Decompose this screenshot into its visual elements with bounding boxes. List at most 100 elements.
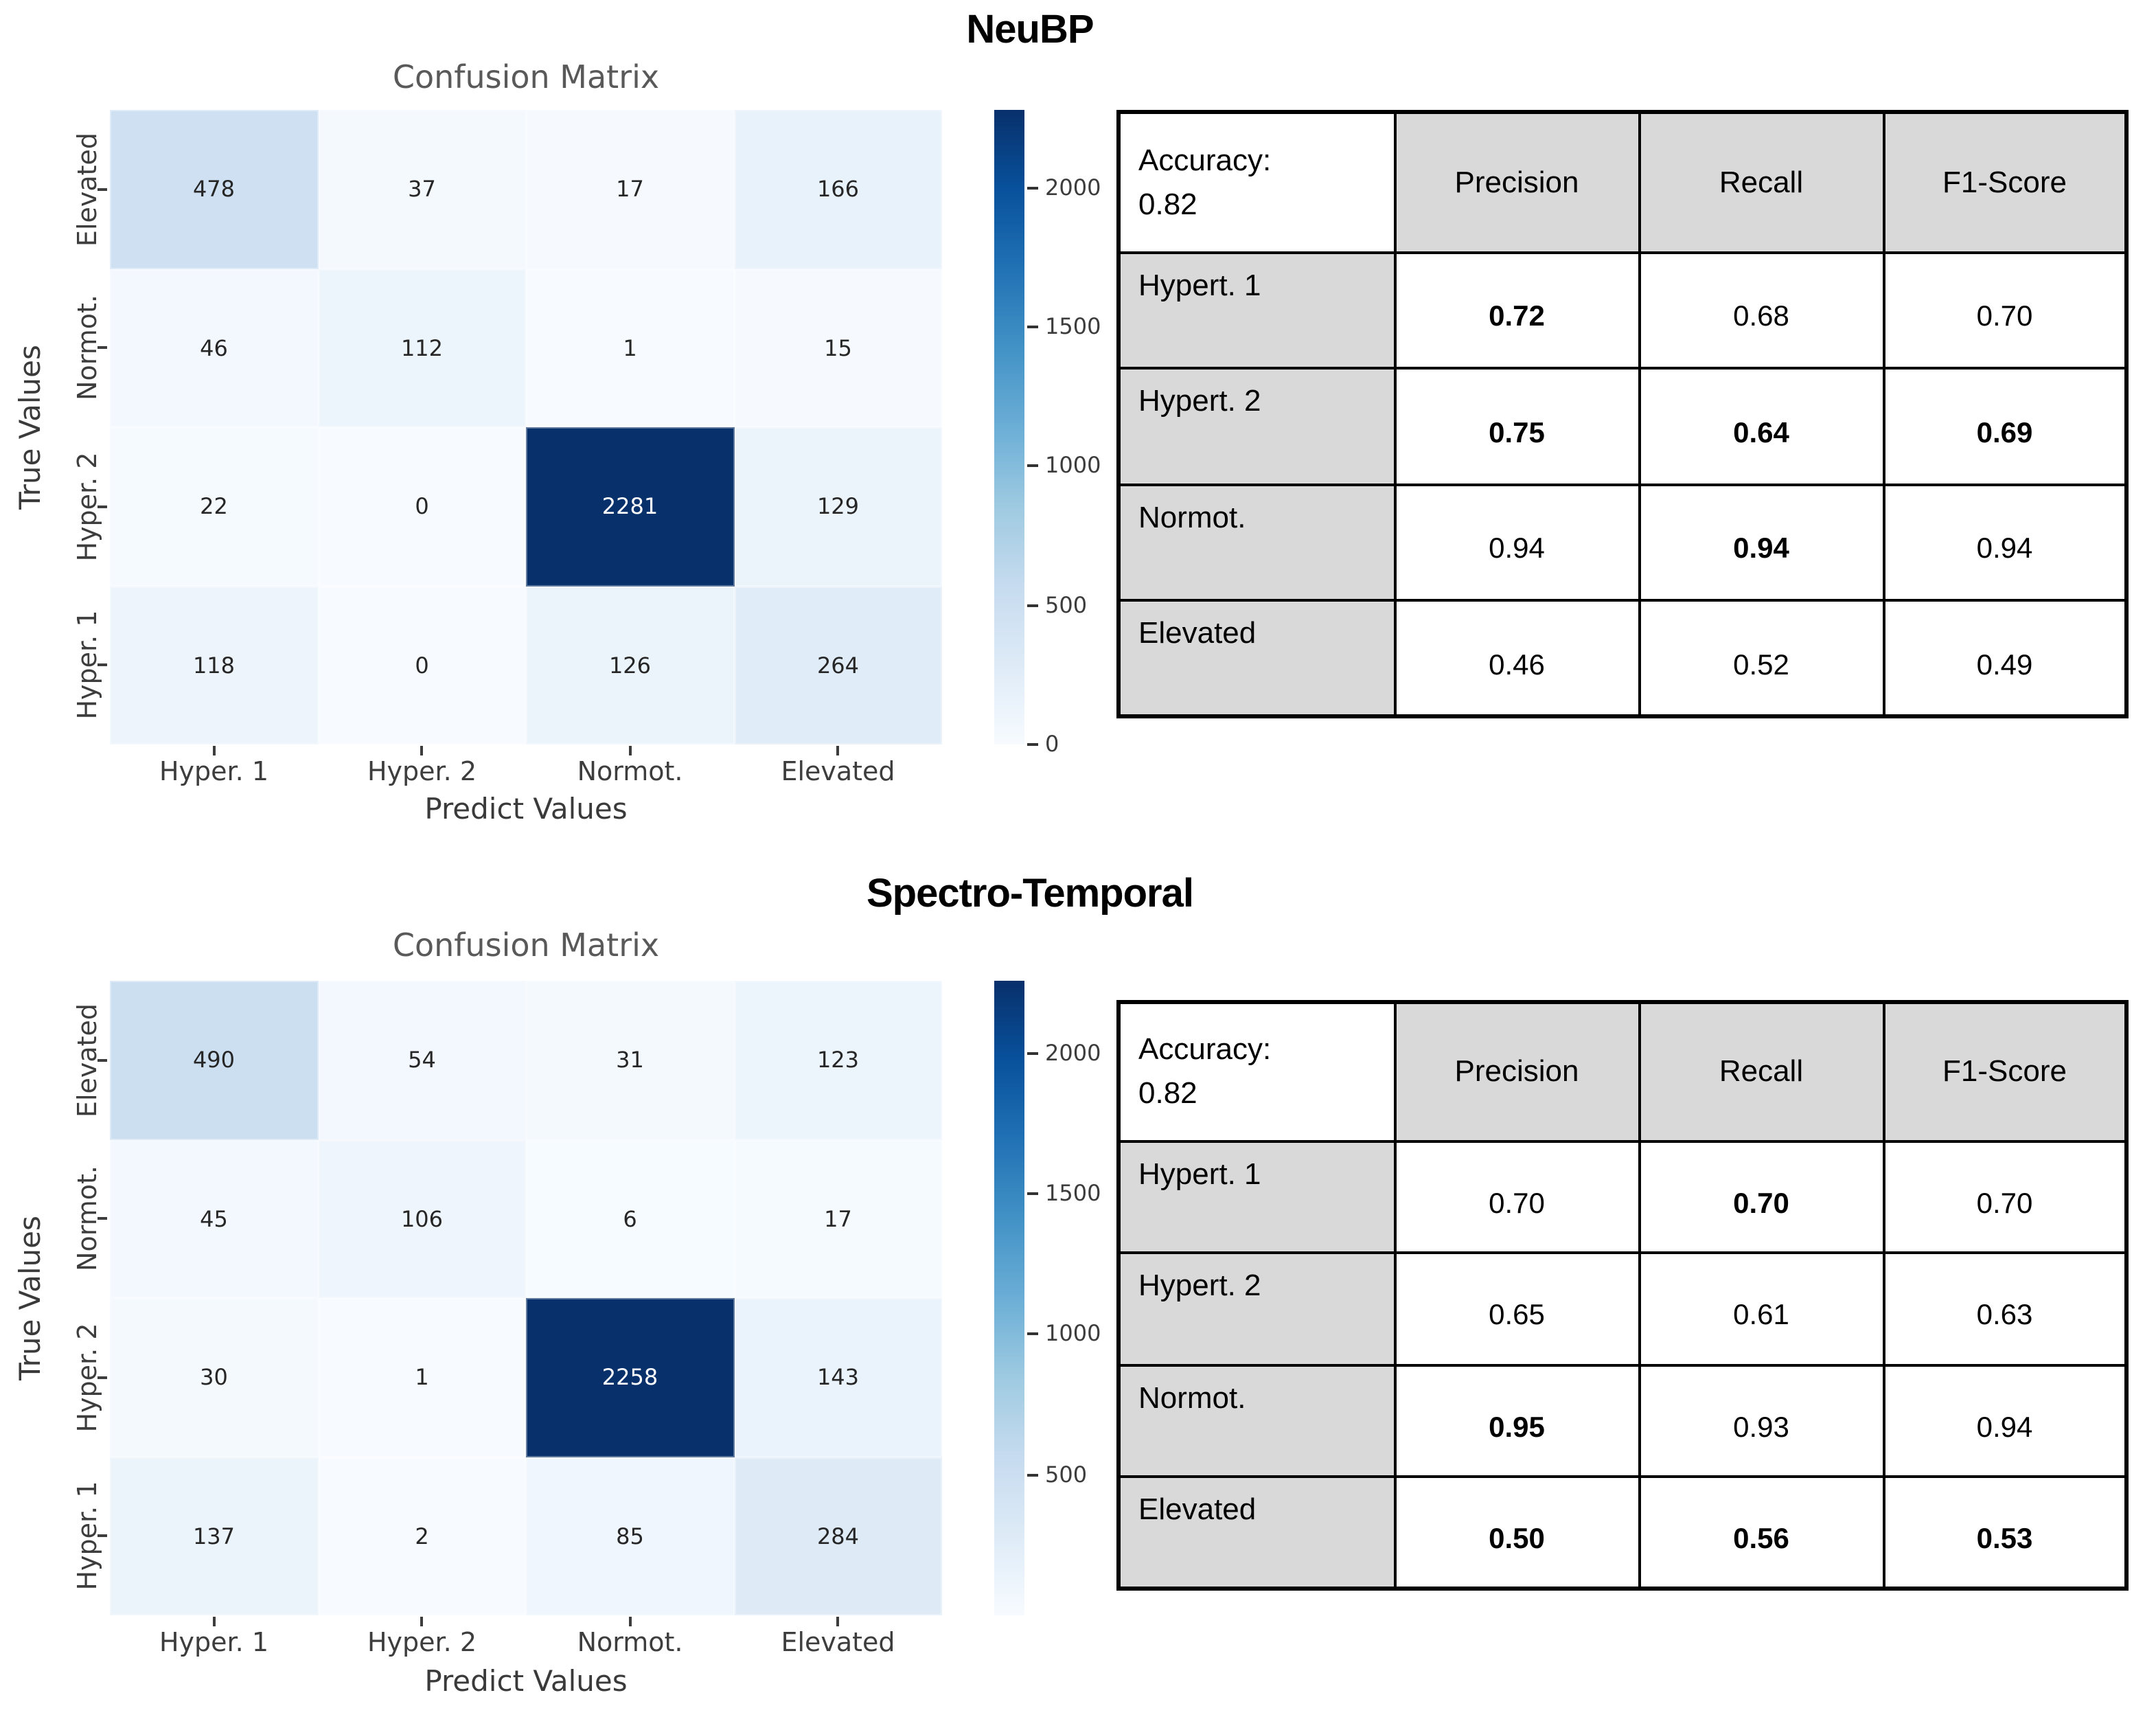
x-tick-mark bbox=[420, 746, 424, 755]
metric-column-header: F1-Score bbox=[1882, 111, 2128, 253]
metric-row-label: Elevated bbox=[1117, 599, 1396, 718]
metric-column-header: Precision bbox=[1393, 111, 1640, 253]
colorbar-tick-label: 1000 bbox=[1045, 1321, 1101, 1348]
x-tick-mark bbox=[420, 1617, 424, 1626]
y-tick-mark bbox=[98, 505, 107, 508]
x-tick-mark bbox=[212, 746, 216, 755]
metric-value-cell: 0.52 bbox=[1638, 599, 1885, 718]
panel-title: Spectro-Temporal bbox=[866, 872, 1194, 916]
heatmap-cell: 126 bbox=[526, 586, 734, 744]
metric-row: Elevated 0.46 0.52 0.49 bbox=[1117, 599, 2128, 718]
colorbar-tick-label: 500 bbox=[1045, 1461, 1088, 1488]
accuracy-label: Accuracy: bbox=[1138, 1032, 1272, 1067]
heatmap-cell: 22 bbox=[110, 427, 318, 586]
metric-value-cell: 0.72 bbox=[1393, 251, 1640, 370]
metric-value-cell: 0.94 bbox=[1638, 483, 1885, 602]
heatmap-cell: 112 bbox=[318, 269, 526, 427]
metric-value-cell: 0.64 bbox=[1638, 367, 1885, 486]
heatmap-cell: 31 bbox=[526, 981, 734, 1139]
heatmap-cell: 30 bbox=[110, 1298, 318, 1457]
y-tick-mark bbox=[98, 663, 107, 667]
colorbar-tick-mark bbox=[1027, 186, 1038, 190]
colorbar-tick-mark bbox=[1027, 326, 1038, 329]
metric-column-header: Recall bbox=[1638, 111, 1885, 253]
x-axis-label: Predict Values bbox=[424, 793, 628, 826]
metric-value-cell: 0.70 bbox=[1882, 1139, 2128, 1254]
metric-row: Elevated 0.50 0.56 0.53 bbox=[1117, 1475, 2128, 1590]
metric-row-label: Normot. bbox=[1117, 483, 1396, 602]
metric-row: Normot. 0.95 0.93 0.94 bbox=[1117, 1363, 2128, 1478]
heatmap-cell: 0 bbox=[318, 586, 526, 744]
x-tick-label: Elevated bbox=[781, 1628, 895, 1658]
heatmap-cell: 45 bbox=[110, 1139, 318, 1298]
metric-value-cell: 0.69 bbox=[1882, 367, 2128, 486]
accuracy-cell: Accuracy: 0.82 bbox=[1117, 1001, 1396, 1142]
metric-value-cell: 0.61 bbox=[1638, 1251, 1885, 1366]
accuracy-value: 0.82 bbox=[1138, 1076, 1197, 1111]
metric-value-cell: 0.63 bbox=[1882, 1251, 2128, 1366]
heatmap-cell: 118 bbox=[110, 586, 318, 744]
heatmap-cell: 1 bbox=[318, 1298, 526, 1457]
y-tick-mark bbox=[98, 1058, 107, 1062]
table-header-row: Accuracy: 0.82 Precision Recall F1-Score bbox=[1117, 111, 2128, 253]
colorbar-tick-label: 2000 bbox=[1045, 1039, 1101, 1066]
x-axis-label: Predict Values bbox=[424, 1665, 628, 1698]
x-tick-mark bbox=[836, 1617, 840, 1626]
colorbar-tick-mark bbox=[1027, 1051, 1038, 1055]
colorbar-tick-label: 2000 bbox=[1045, 174, 1101, 201]
heatmap-cell: 490 bbox=[110, 981, 318, 1139]
metric-row-label: Hypert. 2 bbox=[1117, 367, 1396, 486]
metric-row-label: Hypert. 1 bbox=[1117, 1139, 1396, 1254]
heatmap-cell: 264 bbox=[734, 586, 942, 744]
metric-row-label: Hypert. 2 bbox=[1117, 1251, 1396, 1366]
metric-value-cell: 0.93 bbox=[1638, 1363, 1885, 1478]
x-tick-mark bbox=[628, 1617, 632, 1626]
plot-title: Confusion Matrix bbox=[392, 929, 660, 964]
metric-value-cell: 0.94 bbox=[1882, 483, 2128, 602]
metric-row: Hypert. 2 0.75 0.64 0.69 bbox=[1117, 367, 2128, 486]
y-axis-label: True Values bbox=[14, 1216, 47, 1380]
y-tick-mark bbox=[98, 1534, 107, 1538]
metric-value-cell: 0.46 bbox=[1393, 599, 1640, 718]
confusion-matrix-heatmap: 478 37 17 166 46 112 1 15 22 0 2281 129 118 0 126 264 bbox=[110, 110, 942, 744]
heatmap-cell: 17 bbox=[526, 110, 734, 269]
metric-column-header: Precision bbox=[1393, 1001, 1640, 1142]
metric-value-cell: 0.70 bbox=[1882, 251, 2128, 370]
metric-value-cell: 0.50 bbox=[1393, 1475, 1640, 1590]
metric-value-cell: 0.65 bbox=[1393, 1251, 1640, 1366]
colorbar bbox=[994, 981, 1024, 1615]
plot-title: Confusion Matrix bbox=[392, 60, 660, 96]
metric-row-label: Elevated bbox=[1117, 1475, 1396, 1590]
metric-value-cell: 0.75 bbox=[1393, 367, 1640, 486]
table-header-row: Accuracy: 0.82 Precision Recall F1-Score bbox=[1117, 1001, 2128, 1142]
heatmap-cell: 2 bbox=[318, 1457, 526, 1615]
metric-value-cell: 0.49 bbox=[1882, 599, 2128, 718]
heatmap-cell: 2281 bbox=[526, 427, 734, 586]
heatmap-cell: 2258 bbox=[526, 1298, 734, 1457]
x-tick-label: Normot. bbox=[577, 757, 683, 787]
heatmap-cell: 129 bbox=[734, 427, 942, 586]
metrics-table: Accuracy: 0.82 Precision Recall F1-Score Hype… bbox=[1116, 110, 2129, 718]
metric-value-cell: 0.95 bbox=[1393, 1363, 1640, 1478]
metric-value-cell: 0.94 bbox=[1882, 1363, 2128, 1478]
metric-row-label: Normot. bbox=[1117, 1363, 1396, 1478]
heatmap-cell: 17 bbox=[734, 1139, 942, 1298]
colorbar-tick-mark bbox=[1027, 604, 1038, 607]
metric-row: Hypert. 2 0.65 0.61 0.63 bbox=[1117, 1251, 2128, 1366]
heatmap-cell: 85 bbox=[526, 1457, 734, 1615]
heatmap-cell: 284 bbox=[734, 1457, 942, 1615]
y-tick-mark bbox=[98, 187, 107, 191]
metric-value-cell: 0.53 bbox=[1882, 1475, 2128, 1590]
colorbar-tick-mark bbox=[1027, 1473, 1038, 1477]
heatmap-cell: 37 bbox=[318, 110, 526, 269]
panel-title: NeuBP bbox=[966, 8, 1094, 52]
y-tick-mark bbox=[98, 346, 107, 350]
x-tick-label: Normot. bbox=[577, 1628, 683, 1658]
colorbar-tick-label: 0 bbox=[1045, 731, 1059, 758]
accuracy-value: 0.82 bbox=[1138, 186, 1197, 221]
colorbar-tick-label: 500 bbox=[1045, 591, 1088, 618]
metric-value-cell: 0.56 bbox=[1638, 1475, 1885, 1590]
metric-row: Normot. 0.94 0.94 0.94 bbox=[1117, 483, 2128, 602]
x-tick-label: Hyper. 2 bbox=[367, 1628, 477, 1658]
